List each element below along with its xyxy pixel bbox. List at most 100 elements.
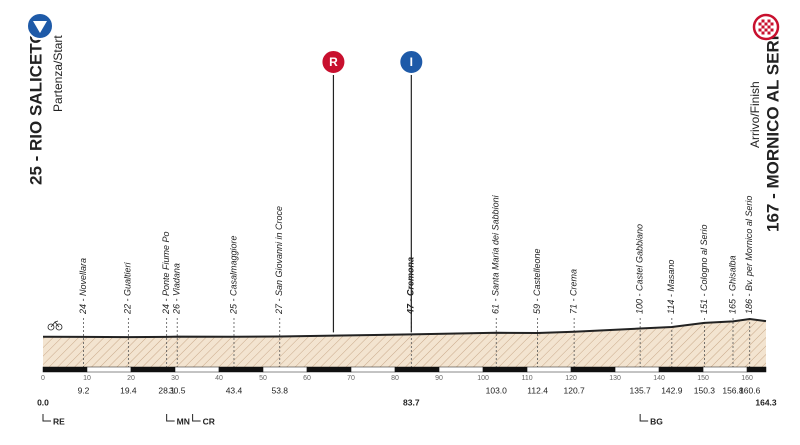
finish-sublabel: Arrivo/Finish (748, 81, 762, 148)
km-segment (438, 366, 484, 373)
km-segment (746, 366, 767, 373)
finish-check (767, 25, 771, 29)
waypoint-label: 165 - Ghisalba (727, 255, 737, 314)
x-tick-label: 30 (171, 375, 179, 382)
finish-check (761, 31, 765, 35)
km-segment (526, 366, 572, 373)
x-tick-label: 0 (41, 375, 45, 382)
x-tick-label: 40 (215, 375, 223, 382)
marker-icon (398, 49, 425, 75)
waypoint-km: 103.0 (486, 385, 508, 395)
km-segment (614, 366, 660, 373)
waypoint-label: 100 - Castel Gabbiano (635, 224, 645, 314)
waypoint-label: 27 - San Giovanni in Croce (274, 206, 284, 315)
x-tick-label: 150 (697, 375, 709, 382)
start-label: 25 - RIO SALICETO (26, 30, 45, 185)
province-arrow (166, 414, 175, 422)
waypoint-km: 28.1 (158, 385, 175, 395)
finish-km: 164.3 (755, 397, 777, 407)
km-segment (702, 366, 748, 373)
x-tick-label: 100 (477, 375, 489, 382)
waypoint-km: 156.8 (722, 385, 744, 395)
waypoint-km: 135.7 (630, 385, 652, 395)
profile-line (42, 318, 767, 339)
km-segment (130, 366, 176, 373)
marker-label: I (410, 55, 413, 69)
km-segment (262, 366, 308, 373)
km-segment (218, 366, 264, 373)
km-segment (394, 366, 440, 373)
x-tick-label: 130 (609, 375, 621, 382)
waypoint-km: 9.2 (78, 385, 90, 395)
finish-check (770, 28, 774, 32)
bike-wheel (55, 323, 63, 331)
waypoint-km: 19.4 (120, 385, 137, 395)
waypoint-label: 47 - Cremona (406, 257, 416, 315)
waypoint-label: 151 - Cologno al Serio (699, 224, 709, 314)
x-tick-label: 90 (435, 375, 443, 382)
finish-check (761, 19, 765, 23)
km-segment (350, 366, 396, 373)
province-label: BG (650, 416, 663, 426)
waypoint-label: 59 - Castelleone (532, 248, 542, 314)
bike-wheel (47, 323, 55, 331)
waypoint-km: 83.7 (403, 397, 420, 407)
waypoint-label: 186 - Bv. per Mornico al Serio (744, 196, 754, 314)
finish-check (767, 31, 771, 35)
finish-check (758, 28, 762, 32)
province-label: RE (53, 416, 65, 426)
start-arrow (33, 21, 47, 33)
province-arrow (192, 414, 201, 422)
start-km: 0.0 (37, 397, 49, 407)
province-arrow (639, 414, 649, 422)
waypoint-label: 61 - Santa Maria dei Sabbioni (491, 194, 501, 314)
waypoint-km: 43.4 (226, 385, 243, 395)
finish-check (764, 22, 768, 26)
waypoint-km: 30.5 (169, 385, 186, 395)
waypoint-km: 160.6 (739, 385, 761, 395)
x-tick-label: 160 (741, 375, 753, 382)
x-tick-label: 120 (565, 375, 577, 382)
profile-area (43, 319, 766, 367)
province-label: MN (177, 416, 190, 426)
km-segment (658, 366, 704, 373)
finish-icon (752, 13, 780, 41)
waypoint-label: 25 - Casalmaggiore (228, 235, 238, 315)
waypoint-km: 142.9 (661, 385, 683, 395)
x-tick-label: 70 (347, 375, 355, 382)
marker-label: R (329, 55, 338, 69)
province-label: CR (203, 416, 215, 426)
x-tick-label: 60 (303, 375, 311, 382)
km-segment (86, 366, 132, 373)
km-segment (42, 366, 88, 373)
finish-label: 167 - MORNICO AL SERIO (763, 22, 782, 232)
waypoint-label: 24 - Novellara (78, 258, 88, 315)
province-arrow (42, 414, 51, 422)
waypoint-km: 150.3 (694, 385, 716, 395)
finish-check (767, 19, 771, 23)
finish-check (758, 22, 762, 26)
x-tick-label: 10 (83, 375, 91, 382)
x-tick-label: 80 (391, 375, 399, 382)
start-sublabel: Partenza/Start (51, 35, 65, 112)
finish-check (764, 28, 768, 32)
km-segment (174, 366, 220, 373)
waypoint-km: 120.7 (563, 385, 585, 395)
x-tick-label: 140 (653, 375, 665, 382)
km-segment (570, 366, 616, 373)
km-segment (306, 366, 352, 373)
waypoint-label: 22 - Gualtieri (123, 261, 133, 315)
x-tick-label: 110 (521, 375, 532, 382)
waypoint-label: 114 - Masano (666, 260, 676, 314)
marker-icon (320, 49, 347, 75)
finish-check (770, 22, 774, 26)
waypoint-km: 53.8 (271, 385, 288, 395)
waypoint-label: 24 - Ponte Fiume Po (161, 231, 171, 315)
bike-frame (50, 320, 60, 328)
waypoint-label: 71 - Crema (569, 269, 579, 314)
waypoint-label: 26 - Viadana (172, 263, 182, 315)
x-tick-label: 20 (127, 375, 135, 382)
x-tick-label: 50 (259, 375, 267, 382)
km-segment (482, 366, 528, 373)
